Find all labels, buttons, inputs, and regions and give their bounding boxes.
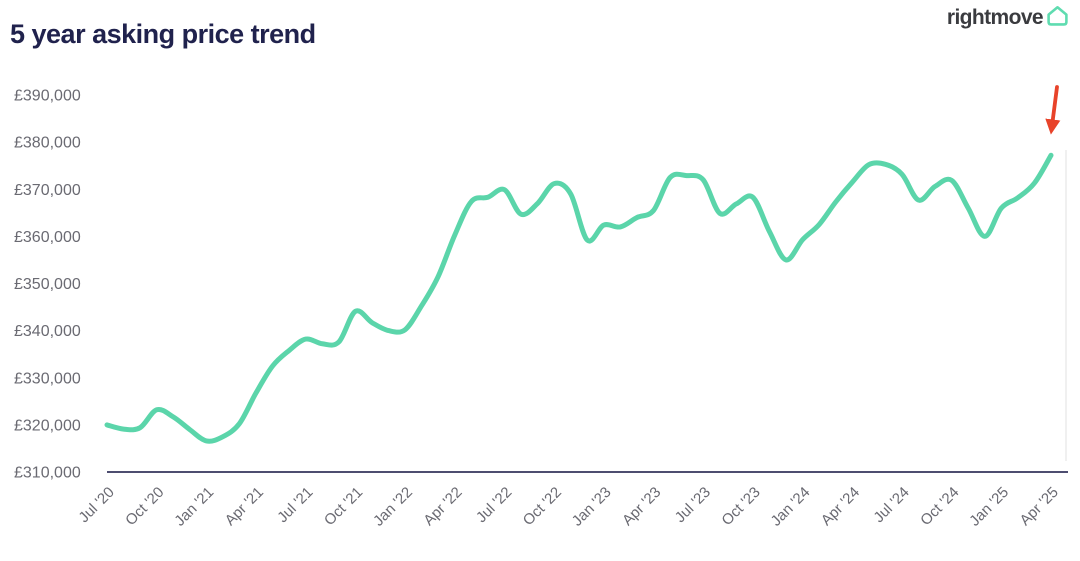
rightmove-logo: rightmove [947,6,1069,30]
y-axis-tick-label: £310,000 [14,465,81,482]
x-axis-tick-label: Apr '24 [818,484,863,529]
rightmove-logo-text: rightmove [946,6,1044,29]
x-axis-tick-label: Jan '25 [966,484,1012,530]
y-axis-tick-label: £320,000 [14,417,81,434]
x-axis-tick-label: Jan '24 [768,484,814,530]
y-axis-tick-label: £350,000 [14,276,81,293]
y-axis-tick-label: £390,000 [14,88,81,105]
y-axis-tick-label: £370,000 [14,182,81,199]
house-outline-icon [1047,6,1068,26]
x-axis-tick-label: Apr '21 [222,484,267,529]
x-axis-tick-label: Oct '21 [321,484,366,529]
x-axis-tick-label: Jan '21 [171,484,217,530]
x-axis-tick-label: Apr '23 [619,484,664,529]
x-axis-tick-label: Jan '22 [370,484,416,530]
x-axis-tick-label: Jan '23 [569,484,615,530]
x-axis-tick-label: Apr '22 [420,484,465,529]
x-axis-tick-label: Jul '20 [75,484,117,526]
y-axis-tick-label: £360,000 [14,229,81,246]
x-axis-tick-label: Jul '24 [870,484,912,526]
x-axis-tick-label: Oct '20 [122,484,167,529]
x-axis-tick-label: Oct '23 [718,484,763,529]
latest-point-arrow-icon [1045,85,1061,135]
x-axis-tick-label: Oct '24 [917,484,962,529]
x-axis-tick-label: Apr '25 [1017,484,1062,529]
x-axis-tick-label: Oct '22 [520,484,565,529]
x-axis-tick-label: Jul '22 [473,484,515,526]
x-axis-tick-label: Jul '23 [672,484,714,526]
y-axis-tick-label: £340,000 [14,323,81,340]
y-axis-tick-label: £380,000 [14,135,81,152]
asking-price-line [104,152,1054,444]
x-axis-tick-label: Jul '21 [274,484,316,526]
y-axis-tick-label: £330,000 [14,370,81,387]
page-title: 5 year asking price trend [10,19,316,49]
